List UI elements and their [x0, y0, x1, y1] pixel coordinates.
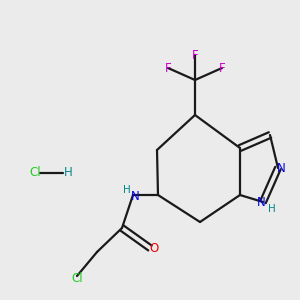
- Text: F: F: [192, 49, 198, 62]
- Text: O: O: [149, 242, 158, 254]
- Text: Cl: Cl: [71, 272, 83, 285]
- Text: N: N: [257, 196, 266, 208]
- Text: H: H: [64, 167, 72, 179]
- Text: N: N: [131, 190, 140, 203]
- Text: F: F: [165, 61, 171, 74]
- Text: H: H: [268, 205, 275, 214]
- Text: F: F: [219, 61, 225, 74]
- Text: Cl: Cl: [29, 167, 41, 179]
- Text: H: H: [122, 184, 130, 195]
- Text: N: N: [277, 161, 286, 175]
